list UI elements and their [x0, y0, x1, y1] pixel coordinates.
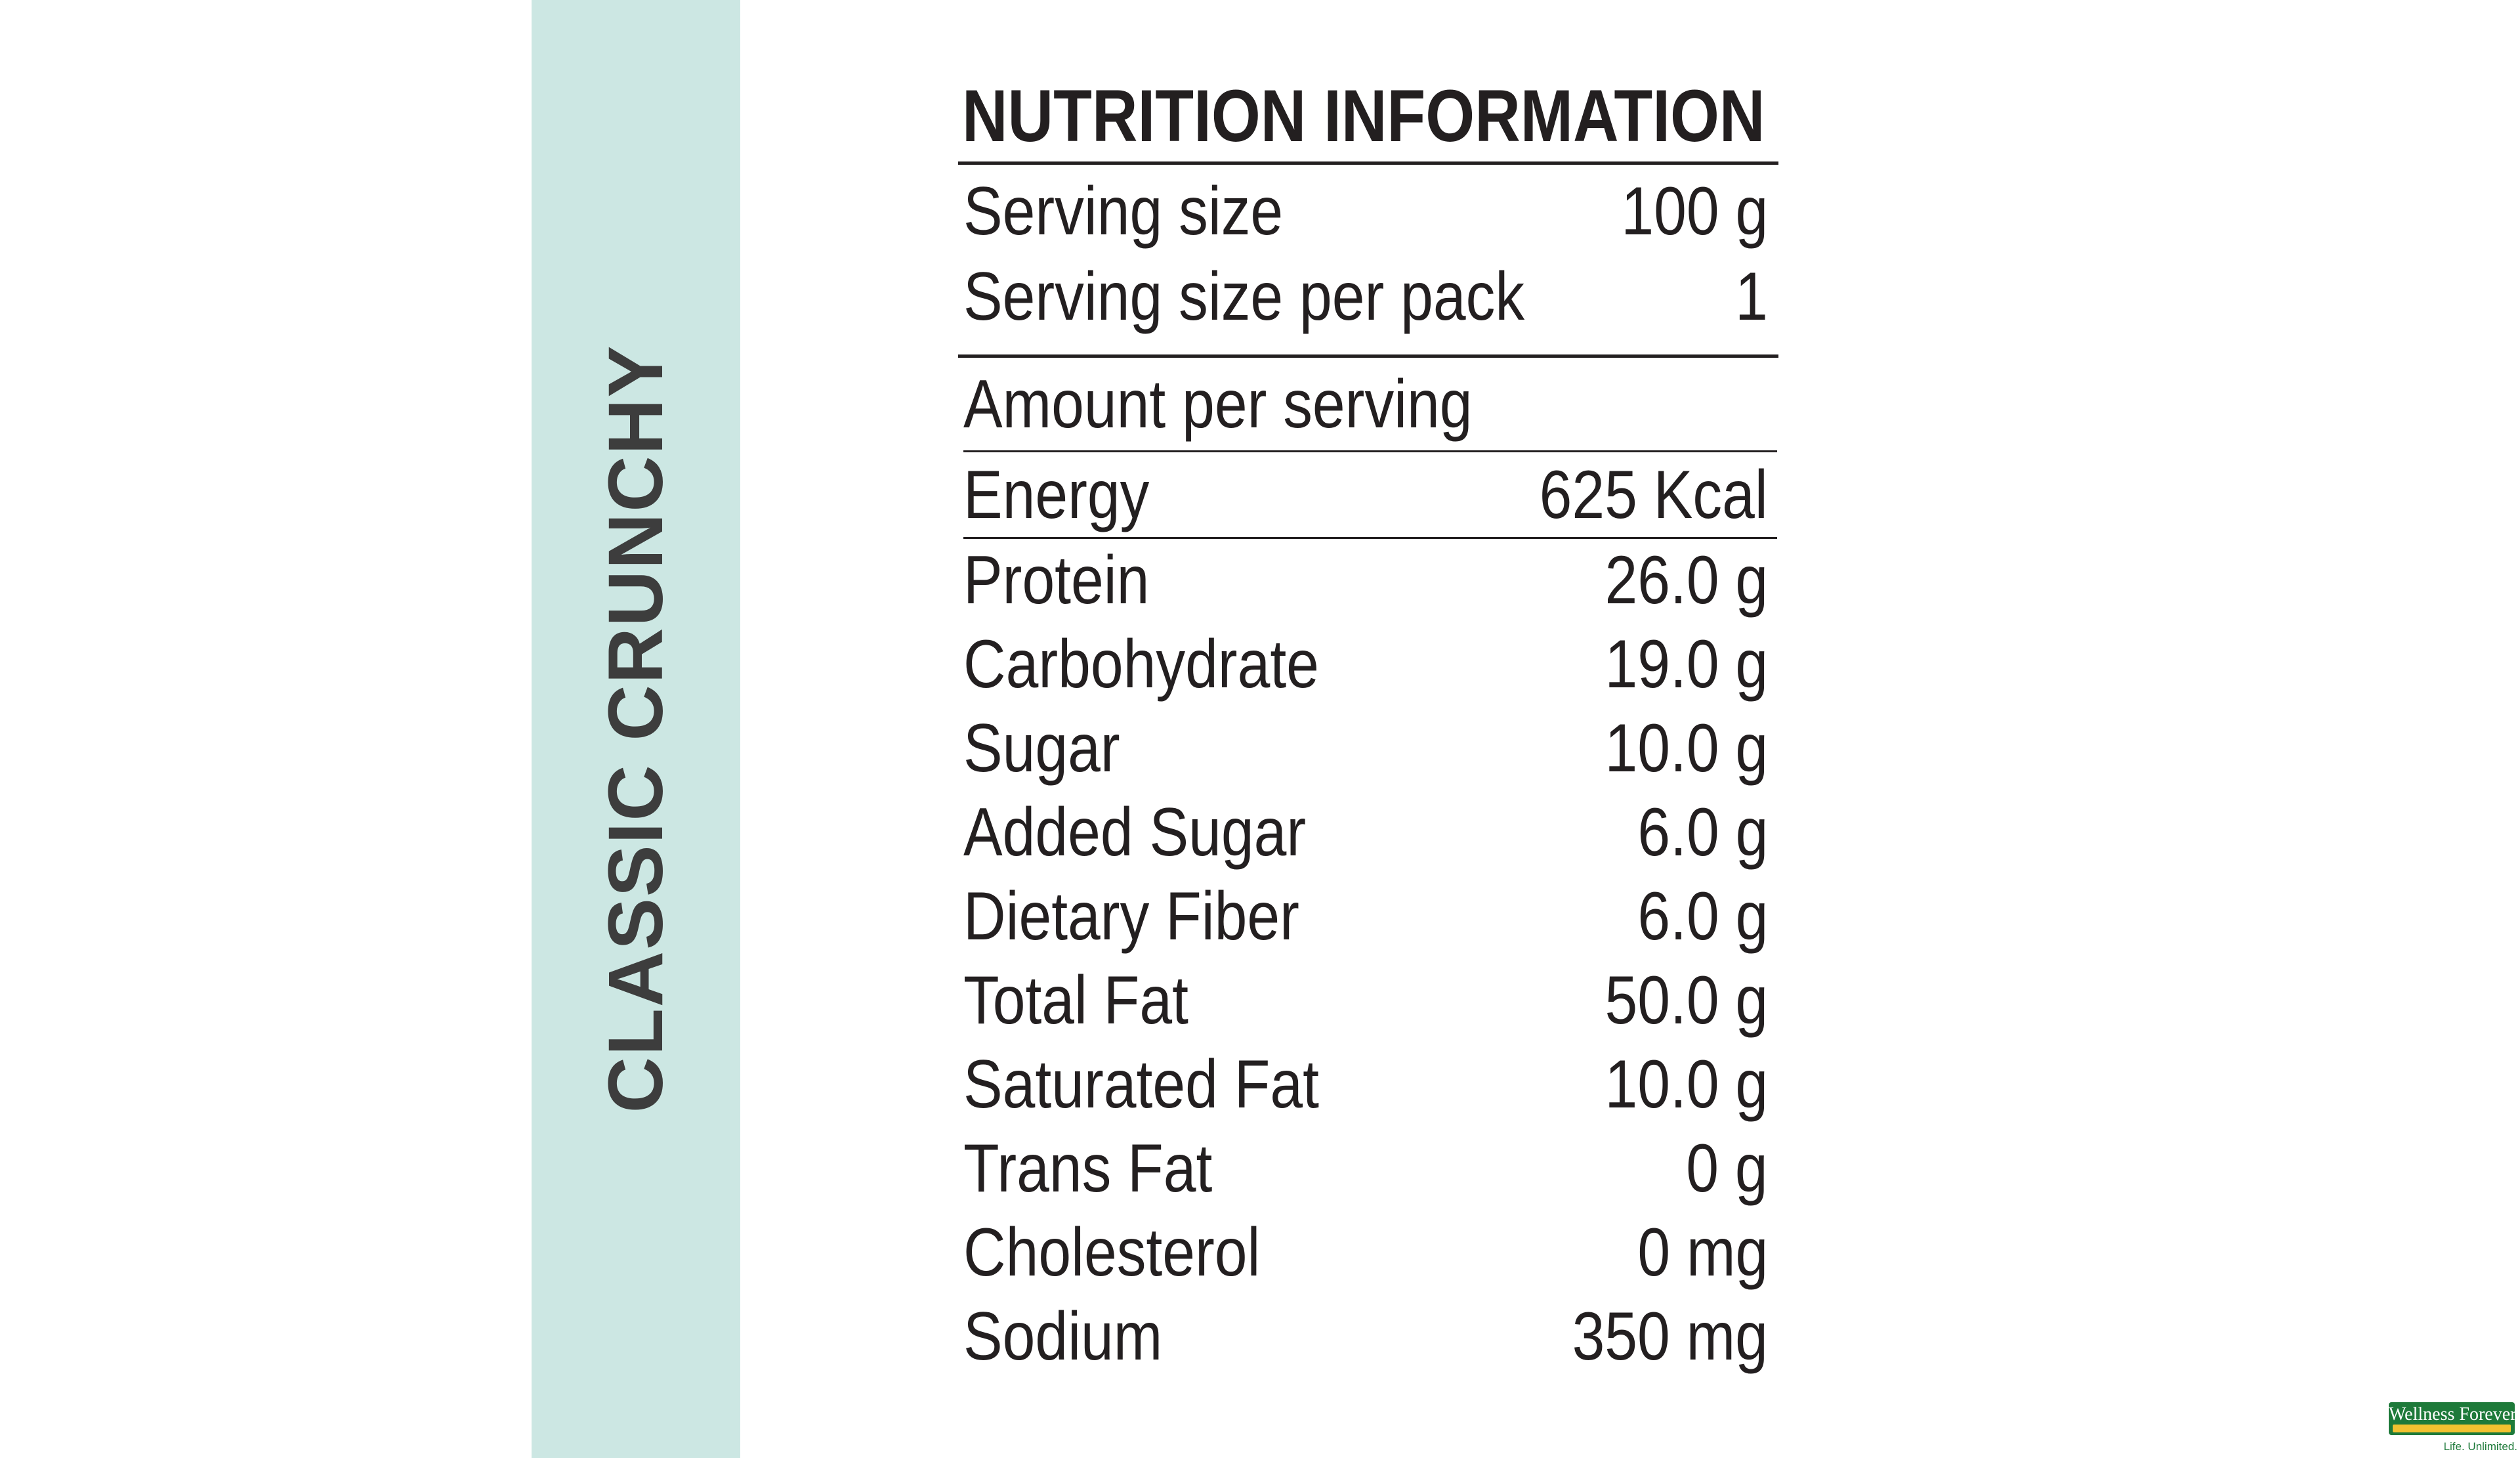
- title-rule: [958, 161, 1778, 165]
- nutrient-value: 10.0 g: [1605, 1046, 1768, 1123]
- logo-tagline: Life. Unlimited.: [2443, 1440, 2517, 1453]
- nutrient-row: Added Sugar 6.0 g: [963, 793, 1768, 872]
- nutrient-row: Protein 26.0 g: [963, 541, 1768, 620]
- wellness-forever-logo: Wellness Forever Life. Unlimited.: [2389, 1402, 2517, 1458]
- energy-row: Energy 625 Kcal: [963, 456, 1768, 534]
- servings-per-pack-value: 1: [1735, 259, 1768, 335]
- nutrient-label: Saturated Fat: [963, 1046, 1319, 1123]
- nutrient-label: Carbohydrate: [963, 626, 1319, 702]
- amount-per-serving-row: Amount per serving: [963, 365, 1768, 444]
- product-variant-title: CLASSIC CRUNCHY: [593, 344, 679, 1113]
- nutrient-value: 10.0 g: [1605, 710, 1768, 786]
- nutrient-label: Sugar: [963, 710, 1120, 786]
- amount-per-serving-label: Amount per serving: [963, 366, 1473, 442]
- nutrient-value: 50.0 g: [1605, 962, 1768, 1039]
- energy-value: 625 Kcal: [1539, 457, 1768, 533]
- nutrient-value: 6.0 g: [1637, 794, 1768, 870]
- nutrient-value: 19.0 g: [1605, 626, 1768, 702]
- serving-rule: [958, 354, 1778, 358]
- energy-rule: [963, 537, 1777, 539]
- logo-wordmark: Wellness Forever: [2389, 1404, 2517, 1425]
- nutrition-title: NUTRITION INFORMATION: [962, 75, 1765, 157]
- nutrition-panel: NUTRITION INFORMATION Serving size 100 g…: [958, 0, 1778, 1458]
- nutrient-label: Dietary Fiber: [963, 878, 1299, 954]
- nutrient-value: 0 mg: [1637, 1214, 1768, 1291]
- nutrient-label: Added Sugar: [963, 794, 1307, 870]
- servings-per-pack-row: Serving size per pack 1: [963, 257, 1768, 336]
- nutrient-label: Cholesterol: [963, 1214, 1261, 1291]
- nutrient-row: Sodium 350 mg: [963, 1297, 1768, 1376]
- nutrient-row: Dietary Fiber 6.0 g: [963, 877, 1768, 956]
- nutrient-value: 0 g: [1686, 1130, 1768, 1207]
- nutrient-label: Total Fat: [963, 962, 1189, 1039]
- side-color-band: [532, 0, 740, 1458]
- logo-sub-strip: [2393, 1425, 2511, 1432]
- nutrient-value: 350 mg: [1572, 1298, 1768, 1375]
- servings-per-pack-label: Serving size per pack: [963, 259, 1525, 335]
- nutrient-row: Total Fat 50.0 g: [963, 961, 1768, 1040]
- nutrient-label: Sodium: [963, 1298, 1163, 1375]
- serving-size-row: Serving size 100 g: [963, 172, 1768, 251]
- nutrient-row: Cholesterol 0 mg: [963, 1213, 1768, 1292]
- nutrient-row: Trans Fat 0 g: [963, 1129, 1768, 1208]
- nutrient-label: Trans Fat: [963, 1130, 1213, 1207]
- nutrient-row: Sugar 10.0 g: [963, 709, 1768, 788]
- serving-size-value: 100 g: [1621, 173, 1768, 249]
- nutrient-value: 26.0 g: [1605, 542, 1768, 618]
- nutrient-value: 6.0 g: [1637, 878, 1768, 954]
- nutrient-row: Carbohydrate 19.0 g: [963, 625, 1768, 704]
- amount-rule: [963, 450, 1777, 452]
- nutrient-label: Protein: [963, 542, 1150, 618]
- serving-size-label: Serving size: [963, 173, 1284, 249]
- energy-label: Energy: [963, 457, 1150, 533]
- nutrient-row: Saturated Fat 10.0 g: [963, 1045, 1768, 1124]
